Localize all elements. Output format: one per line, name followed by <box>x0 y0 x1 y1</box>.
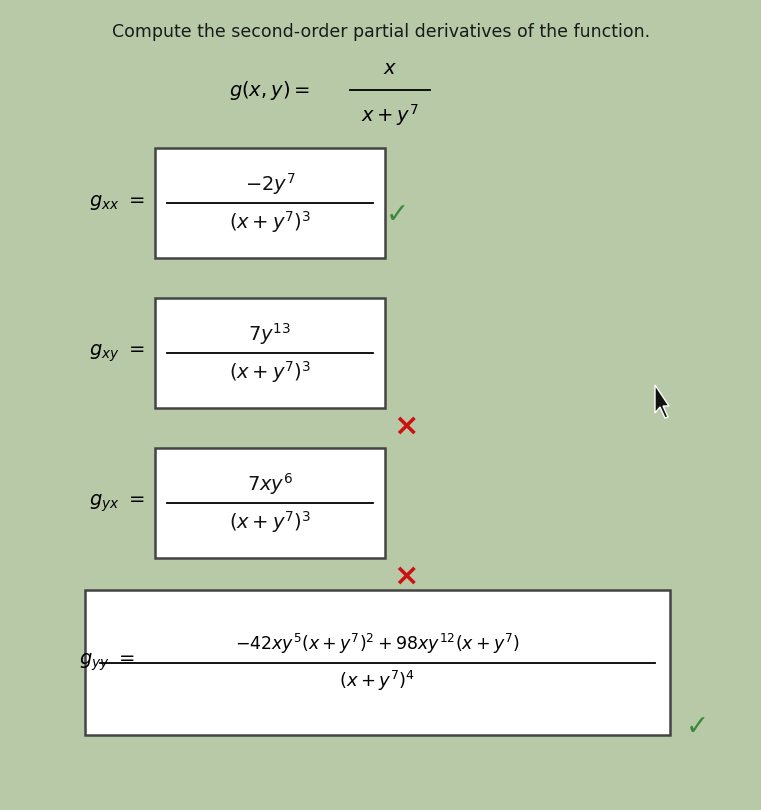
Text: $g_{xy}\ =$: $g_{xy}\ =$ <box>89 343 145 364</box>
Text: $x$: $x$ <box>383 60 397 78</box>
Text: $\checkmark$: $\checkmark$ <box>685 711 705 739</box>
Polygon shape <box>655 385 669 418</box>
Text: $\mathbf{\times}$: $\mathbf{\times}$ <box>393 561 417 590</box>
Text: $(x+y^7)^3$: $(x+y^7)^3$ <box>229 359 311 385</box>
Text: $g_{xx}\ =$: $g_{xx}\ =$ <box>89 194 145 212</box>
Text: $-2y^7$: $-2y^7$ <box>244 171 295 197</box>
Bar <box>155 148 385 258</box>
Text: $\checkmark$: $\checkmark$ <box>385 199 406 227</box>
Text: $x + y^7$: $x + y^7$ <box>361 102 419 128</box>
Text: $(x+y^7)^4$: $(x+y^7)^4$ <box>339 668 416 693</box>
Text: $g_{yx}\ =$: $g_{yx}\ =$ <box>89 492 145 514</box>
Text: Compute the second-order partial derivatives of the function.: Compute the second-order partial derivat… <box>112 23 650 41</box>
Bar <box>155 448 385 558</box>
Text: $g_{yy}\ =$: $g_{yy}\ =$ <box>79 652 135 673</box>
Text: $g(x, y) =$: $g(x, y) =$ <box>229 79 310 101</box>
Text: $7xy^6$: $7xy^6$ <box>247 471 293 497</box>
Text: $\mathbf{\times}$: $\mathbf{\times}$ <box>393 411 417 441</box>
Text: $(x+y^7)^3$: $(x+y^7)^3$ <box>229 509 311 535</box>
Text: $7y^{13}$: $7y^{13}$ <box>248 321 291 347</box>
Bar <box>155 298 385 408</box>
Text: $-42xy^5(x+y^7)^2 + 98xy^{12}(x+y^7)$: $-42xy^5(x+y^7)^2 + 98xy^{12}(x+y^7)$ <box>235 633 520 656</box>
Text: $(x+y^7)^3$: $(x+y^7)^3$ <box>229 209 311 235</box>
Bar <box>85 590 670 735</box>
